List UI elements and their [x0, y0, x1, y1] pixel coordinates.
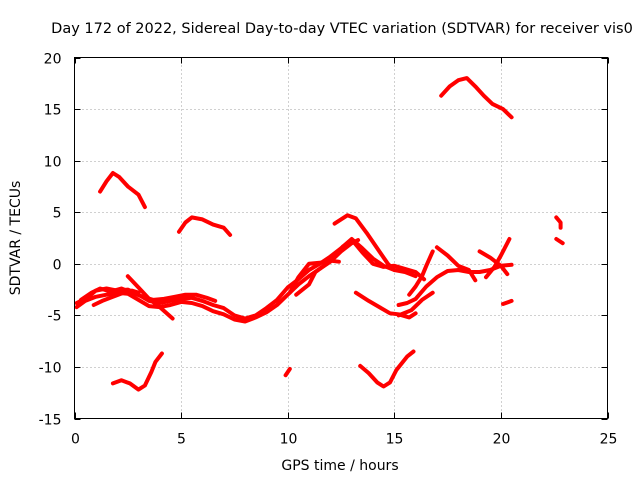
plot-frame [74, 57, 608, 419]
x-tick-label: 25 [600, 432, 618, 448]
y-tick-label: 20 [44, 52, 62, 68]
series-arc-15 [358, 349, 416, 389]
grid-lines [74, 57, 608, 419]
series-arc-7 [177, 215, 233, 237]
x-tick-label: 15 [386, 432, 404, 448]
series-arc-18 [396, 290, 435, 318]
series-arc-14 [353, 290, 418, 320]
y-axis-label: SDTVAR / TECUs [8, 181, 24, 296]
series-arc-21 [484, 237, 512, 280]
series-arc-4 [91, 288, 141, 307]
data-series-group [74, 76, 565, 392]
series-arc-8 [110, 351, 164, 392]
y-tick-labels: -15 -10 -5 0 5 10 15 20 [39, 52, 62, 429]
x-tick-label: 20 [493, 432, 511, 448]
y-tick-label: 5 [53, 206, 62, 222]
series-arc-6 [98, 171, 147, 210]
series-arc-9 [283, 367, 292, 378]
series-arc-19 [434, 245, 478, 283]
x-tick-labels: 0 5 10 15 20 25 [71, 432, 617, 448]
y-tick-label: -10 [39, 361, 62, 377]
x-tick-label: 0 [71, 432, 80, 448]
series-arc-1 [74, 237, 418, 321]
y-tick-label: 0 [53, 258, 62, 274]
series-arc-24 [554, 215, 563, 230]
series-arc-25 [554, 237, 565, 246]
x-axis-label: GPS time / hours [281, 458, 398, 474]
x-tick-label: 10 [280, 432, 298, 448]
series-arc-17 [407, 249, 435, 297]
y-tick-label: -15 [39, 413, 62, 429]
series-arc-12 [332, 213, 397, 272]
y-tick-label: 10 [44, 155, 62, 171]
y-tick-label: 15 [44, 103, 62, 119]
x-tick-label: 5 [177, 432, 186, 448]
series-arc-23 [439, 76, 514, 120]
series-arc-22 [501, 298, 514, 306]
series-arc-13 [341, 240, 427, 282]
chart-title: Day 172 of 2022, Sidereal Day-to-day VTE… [51, 21, 633, 37]
series-arc-11 [294, 263, 326, 297]
series-arc-5 [125, 274, 175, 321]
series-arc-10 [287, 258, 341, 295]
series-arc-2 [74, 238, 361, 324]
y-tick-label: -5 [48, 309, 62, 325]
axis-ticks [74, 57, 609, 420]
